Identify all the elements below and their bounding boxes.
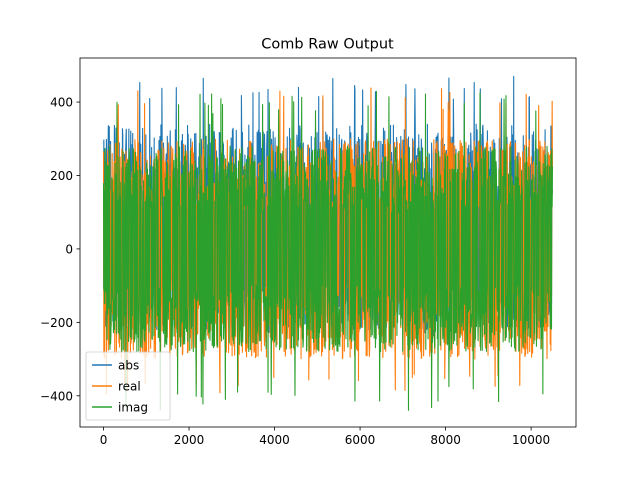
legend-box [85,351,171,421]
x-tick-label: 2000 [174,433,205,447]
plot-area [102,75,554,411]
y-tick-label: 400 [50,96,73,110]
legend-label-real: real [118,380,141,394]
chart-title: Comb Raw Output [261,37,394,53]
y-tick-label: −200 [40,316,73,330]
y-axis: −400 −200 0 200 400 [40,96,80,403]
y-tick-label: 200 [50,169,73,183]
series-line-imag [102,90,554,411]
x-tick-label: 0 [100,433,108,447]
y-tick-label: −400 [40,389,73,403]
x-axis: 0 2000 4000 6000 8000 10000 [100,427,550,447]
x-tick-label: 10000 [512,433,550,447]
x-tick-label: 8000 [430,433,461,447]
x-tick-label: 6000 [345,433,376,447]
legend-label-abs: abs [118,359,139,373]
y-tick-label: 0 [65,242,73,256]
legend: abs real imag [85,351,171,421]
plot-frame [79,57,577,428]
x-tick-label: 4000 [259,433,290,447]
legend-label-imag: imag [118,401,148,415]
